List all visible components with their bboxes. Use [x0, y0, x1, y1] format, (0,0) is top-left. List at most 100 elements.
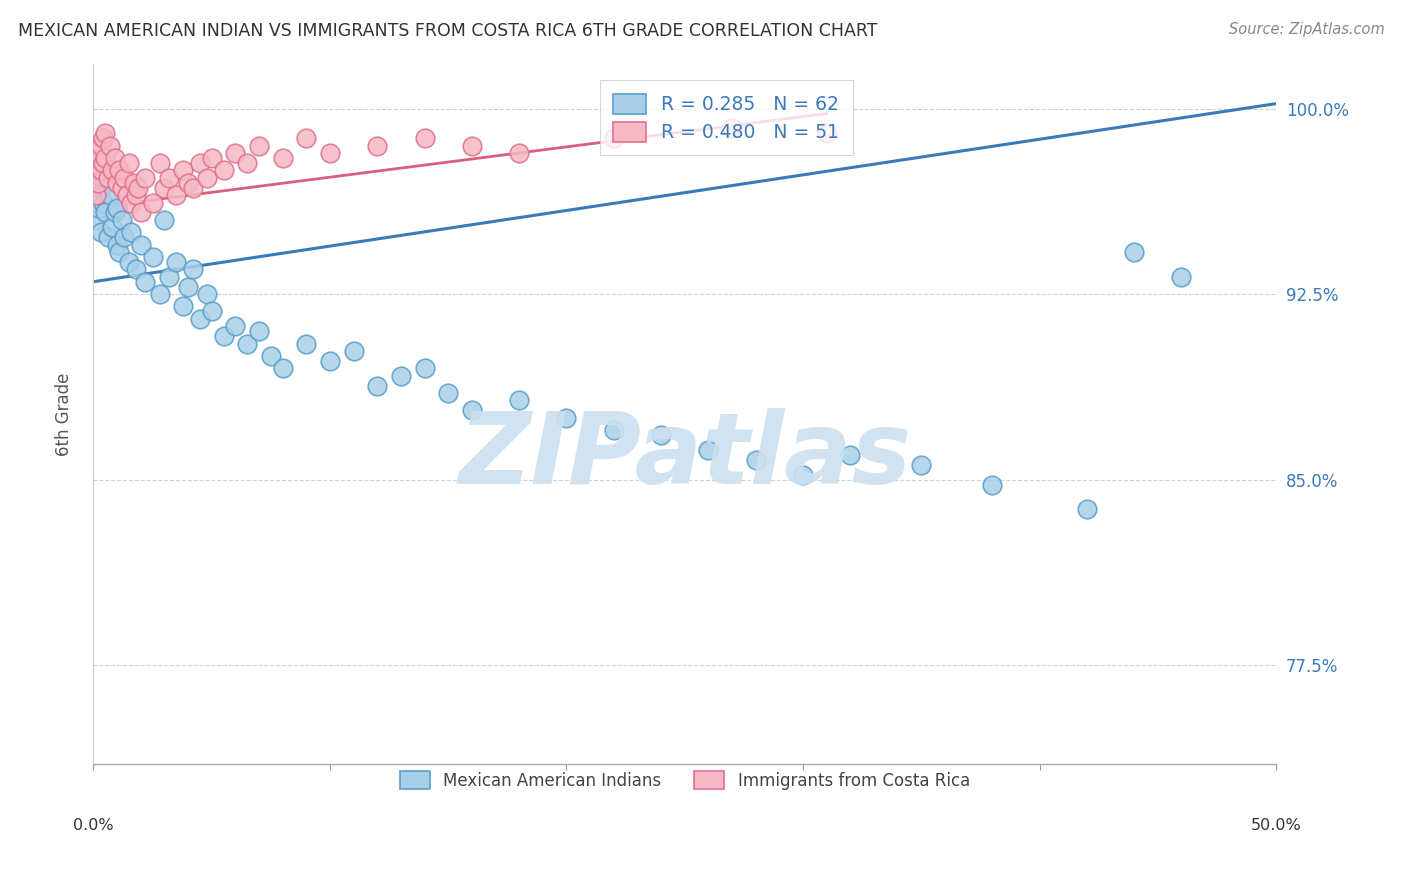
Point [105, 176, 128, 190]
Point [181, 180, 204, 194]
Point [603, 131, 626, 145]
Point [87, 146, 110, 161]
Point [815, 126, 838, 140]
Point [105, 237, 128, 252]
Point [104, 205, 127, 219]
Point [295, 336, 318, 351]
Point [212, 163, 235, 178]
Point [413, 361, 436, 376]
Point [97, 170, 120, 185]
Point [195, 287, 218, 301]
Point [87, 163, 110, 178]
Point [650, 428, 672, 442]
Point [89, 180, 111, 194]
Point [389, 368, 412, 383]
Point [91, 156, 114, 170]
Point [142, 195, 165, 210]
Point [94, 170, 117, 185]
Text: 6th Grade: 6th Grade [55, 372, 73, 456]
Text: 0.0%: 0.0% [73, 819, 114, 833]
Point [134, 275, 156, 289]
Point [461, 403, 484, 417]
Point [295, 131, 318, 145]
Point [149, 287, 172, 301]
Point [91, 131, 114, 145]
Point [413, 131, 436, 145]
Point [1123, 245, 1146, 260]
Point [177, 279, 200, 293]
Legend: Mexican American Indians, Immigrants from Costa Rica: Mexican American Indians, Immigrants fro… [388, 759, 981, 801]
Point [461, 138, 484, 153]
Point [224, 146, 246, 161]
Point [149, 156, 172, 170]
Point [120, 195, 142, 210]
Point [129, 237, 152, 252]
Point [125, 262, 148, 277]
Point [366, 378, 388, 392]
Point [94, 151, 117, 165]
Point [236, 156, 259, 170]
Point [98, 138, 121, 153]
Point [108, 163, 131, 178]
Point [603, 423, 626, 437]
Point [129, 205, 152, 219]
Point [319, 146, 342, 161]
Point [697, 442, 720, 457]
Text: 50.0%: 50.0% [1251, 819, 1302, 833]
Point [105, 201, 128, 215]
Point [101, 220, 124, 235]
Point [744, 452, 766, 467]
Point [122, 176, 145, 190]
Point [89, 225, 111, 239]
Point [118, 156, 141, 170]
Point [118, 255, 141, 269]
Point [165, 255, 187, 269]
Point [1170, 269, 1192, 284]
Point [188, 156, 211, 170]
Point [104, 151, 127, 165]
Point [271, 361, 294, 376]
Point [366, 138, 388, 153]
Point [910, 458, 932, 472]
Point [153, 213, 176, 227]
Point [94, 205, 117, 219]
Point [188, 311, 211, 326]
Point [111, 213, 134, 227]
Point [91, 195, 114, 210]
Point [89, 163, 111, 178]
Point [247, 138, 270, 153]
Point [108, 245, 131, 260]
Point [84, 156, 107, 170]
Point [839, 448, 862, 462]
Point [172, 163, 194, 178]
Point [201, 151, 224, 165]
Point [84, 213, 107, 227]
Point [343, 343, 366, 358]
Text: Source: ZipAtlas.com: Source: ZipAtlas.com [1229, 22, 1385, 37]
Text: ZIPatlas: ZIPatlas [458, 408, 911, 505]
Point [508, 146, 530, 161]
Point [792, 467, 814, 482]
Point [437, 386, 460, 401]
Point [87, 176, 110, 190]
Point [84, 188, 107, 202]
Text: MEXICAN AMERICAN INDIAN VS IMMIGRANTS FROM COSTA RICA 6TH GRADE CORRELATION CHAR: MEXICAN AMERICAN INDIAN VS IMMIGRANTS FR… [18, 22, 877, 40]
Point [115, 188, 138, 202]
Point [91, 156, 114, 170]
Point [260, 349, 283, 363]
Point [555, 410, 578, 425]
Point [101, 163, 124, 178]
Point [111, 180, 134, 194]
Point [172, 300, 194, 314]
Point [153, 180, 176, 194]
Point [177, 176, 200, 190]
Point [271, 151, 294, 165]
Point [201, 304, 224, 318]
Point [157, 269, 180, 284]
Point [112, 170, 135, 185]
Point [508, 393, 530, 408]
Point [212, 329, 235, 343]
Point [120, 225, 142, 239]
Point [112, 230, 135, 244]
Point [247, 324, 270, 338]
